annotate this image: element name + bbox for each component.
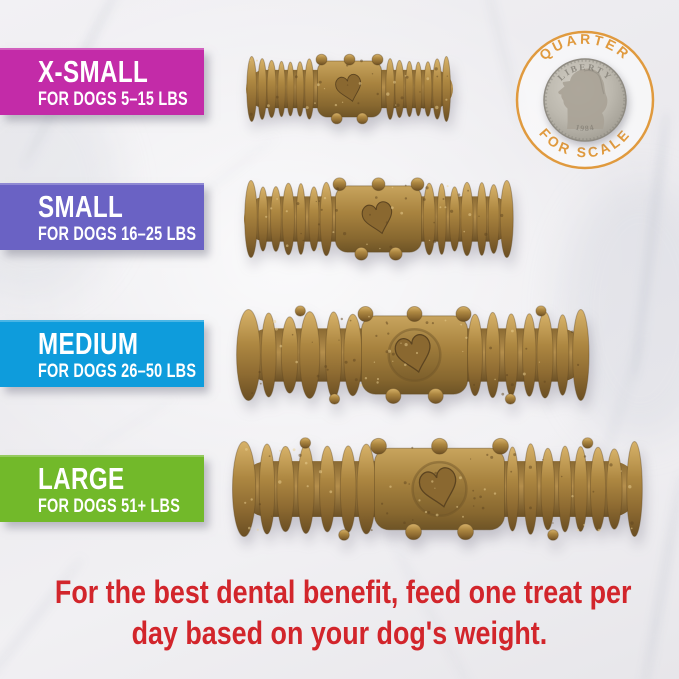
treat-image-large xyxy=(232,437,643,541)
washington-profile xyxy=(558,68,608,129)
treat-image-medium xyxy=(236,305,590,405)
svg-text:1984: 1984 xyxy=(575,123,596,133)
size-label-title: MEDIUM xyxy=(38,326,139,361)
marble-vein xyxy=(83,395,179,455)
size-label-medium: MEDIUM FOR DOGS 26–50 LBS xyxy=(0,320,204,387)
size-label-title: SMALL xyxy=(38,189,124,224)
coin-date-text: 1984 xyxy=(575,123,595,133)
feeding-note-line2: day based on your dog's weight. xyxy=(131,615,548,651)
size-label-subtitle: FOR DOGS 26–50 LBS xyxy=(38,361,197,382)
quarter-coin: LIBERTY 1984 xyxy=(543,58,627,142)
feeding-note: For the best dental benefit, feed one tr… xyxy=(0,572,679,654)
size-label-large: LARGE FOR DOGS 51+ LBS xyxy=(0,455,204,522)
treat-image-x-small xyxy=(242,53,457,125)
feeding-note-line1: For the best dental benefit, feed one tr… xyxy=(54,574,632,610)
treat-image-small xyxy=(240,177,517,261)
size-label-x-small: X-SMALL FOR DOGS 5–15 LBS xyxy=(0,48,204,115)
size-label-title: LARGE xyxy=(38,461,125,496)
size-label-subtitle: FOR DOGS 16–25 LBS xyxy=(38,224,197,245)
size-label-title: X-SMALL xyxy=(38,54,149,89)
size-label-small: SMALL FOR DOGS 16–25 LBS xyxy=(0,183,204,250)
size-label-subtitle: FOR DOGS 51+ LBS xyxy=(38,496,181,517)
size-label-subtitle: FOR DOGS 5–15 LBS xyxy=(38,89,188,110)
quarter-scale-badge: QUARTER FOR SCALE LIBERTY 1984 xyxy=(510,25,660,175)
